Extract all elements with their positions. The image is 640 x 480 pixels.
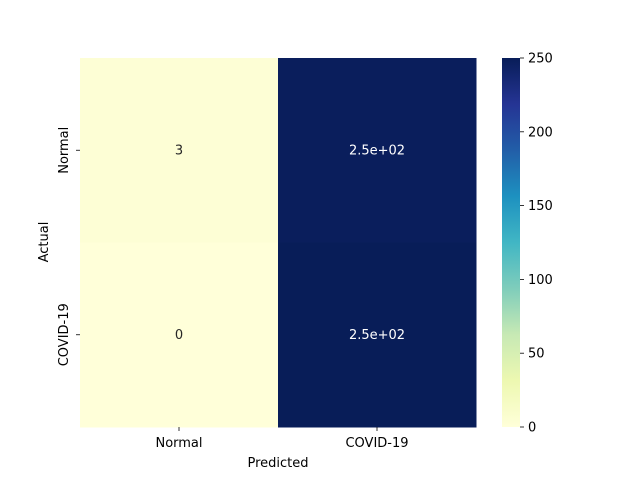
cell-annotations: 3 2.5e+02 0 2.5e+02 bbox=[175, 143, 405, 343]
heatmap-cell bbox=[278, 242, 477, 428]
x-axis-ticks: Normal COVID-19 bbox=[155, 427, 409, 451]
colorbar-ticks: 0 50 100 150 200 250 bbox=[520, 52, 553, 436]
cell-annotation: 3 bbox=[175, 143, 183, 158]
heatmap-cell bbox=[80, 58, 279, 243]
heatmap-cell bbox=[80, 242, 279, 428]
colorbar-tick-label: 250 bbox=[528, 52, 553, 67]
colorbar-tick-label: 150 bbox=[528, 199, 553, 214]
heatmap-cells bbox=[80, 58, 477, 428]
colorbar-tick-label: 0 bbox=[528, 421, 536, 436]
colorbar-tick-label: 100 bbox=[528, 273, 553, 288]
y-tick-label: COVID-19 bbox=[57, 303, 72, 366]
y-axis-ticks: Normal COVID-19 bbox=[57, 127, 80, 366]
x-axis-label: Predicted bbox=[247, 456, 308, 471]
cell-annotation: 2.5e+02 bbox=[349, 328, 405, 343]
colorbar-tick-label: 200 bbox=[528, 125, 553, 140]
x-tick-label: Normal bbox=[155, 436, 202, 451]
cell-annotation: 2.5e+02 bbox=[349, 143, 405, 158]
heatmap-cell bbox=[278, 58, 477, 243]
y-axis-label: Actual bbox=[37, 222, 52, 263]
colorbar-tick-label: 50 bbox=[528, 347, 545, 362]
cell-annotation: 0 bbox=[175, 328, 183, 343]
y-tick-label: Normal bbox=[57, 127, 72, 174]
x-tick-label: COVID-19 bbox=[345, 436, 408, 451]
colorbar bbox=[502, 58, 520, 427]
